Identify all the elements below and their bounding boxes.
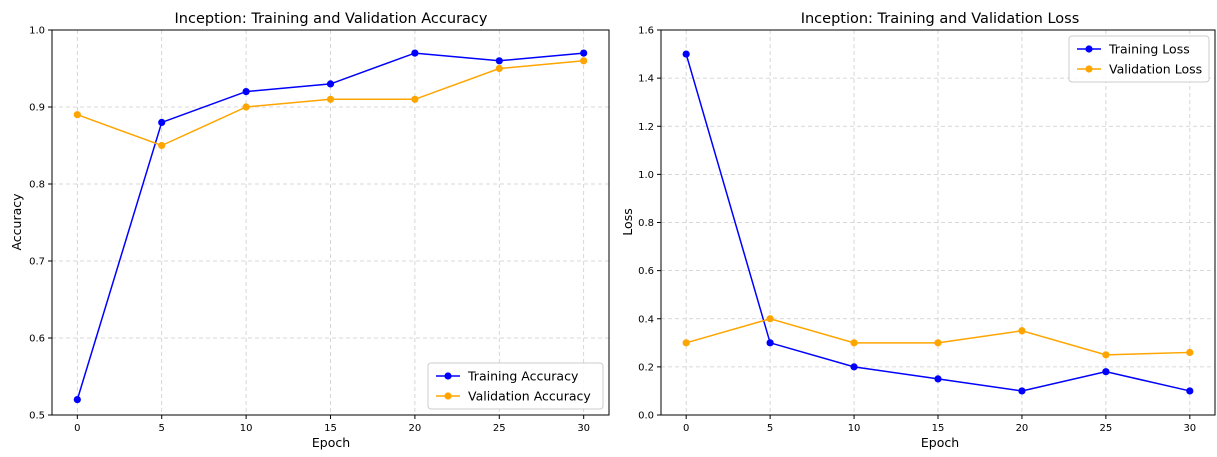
data-point	[73, 396, 81, 404]
y-tick-label: 0.6	[29, 334, 45, 345]
x-tick-label: 15	[932, 423, 945, 434]
data-point	[1102, 368, 1110, 376]
legend-box	[427, 362, 604, 410]
data-point	[326, 80, 335, 88]
data-point	[158, 141, 166, 150]
x-tick-label: 15	[324, 423, 337, 434]
data-point	[326, 95, 335, 103]
y-tick-label: 0.7	[29, 257, 45, 268]
data-point	[1186, 387, 1194, 395]
y-tick-label: 1.0	[638, 170, 654, 181]
y-tick-label: 1.0	[29, 26, 45, 37]
data-point	[580, 49, 588, 57]
y-tick-label: 0.8	[29, 180, 45, 191]
data-point	[580, 57, 588, 65]
series-training-loss	[682, 50, 1194, 395]
data-point	[682, 50, 690, 58]
x-tick-label: 20	[409, 423, 422, 434]
data-point	[850, 363, 858, 371]
series-validation-loss	[682, 315, 1194, 359]
x-tick-label: 10	[240, 423, 253, 434]
accuracy-chart: Inception: Training and Validation Accur…	[9, 11, 610, 450]
data-point	[682, 339, 690, 347]
data-point	[766, 315, 774, 323]
grid	[661, 29, 1215, 416]
data-point	[850, 339, 858, 347]
y-tick-label: 0.4	[638, 314, 654, 325]
y-tick-label: 1.4	[638, 74, 654, 85]
chart-title: Inception: Training and Validation Accur…	[175, 11, 488, 27]
legend: Training Accuracy Validation Accuracy	[427, 362, 604, 410]
data-point	[411, 95, 419, 103]
x-axis-label: Epoch	[921, 435, 959, 450]
series-validation-accuracy	[73, 57, 588, 150]
x-tick-label: 5	[767, 423, 773, 434]
legend-swatch-marker	[444, 392, 452, 400]
y-tick-label: 0.2	[638, 362, 654, 373]
grid	[52, 29, 609, 416]
data-point	[242, 103, 250, 111]
legend-swatch-marker	[444, 372, 452, 380]
data-point	[1018, 327, 1026, 335]
y-axis-label: Accuracy	[9, 193, 24, 251]
y-tick-label: 0.6	[638, 266, 654, 277]
x-axis-label: Epoch	[312, 435, 350, 450]
y-tick-label: 1.6	[638, 26, 654, 37]
x-tick-label: 25	[1100, 423, 1113, 434]
y-tick-label: 0.0	[638, 411, 654, 422]
loss-chart: Inception: Training and Validation Loss …	[620, 11, 1216, 450]
y-axis-label: Loss	[620, 208, 635, 235]
legend-label: Validation Accuracy	[468, 389, 591, 404]
series-training-accuracy	[73, 49, 588, 404]
legend: Training Loss Validation Loss	[1068, 35, 1210, 83]
x-tick-label: 25	[493, 423, 506, 434]
legend-swatch-marker	[1085, 65, 1093, 73]
y-tick-label: 0.8	[638, 218, 654, 229]
data-point	[158, 118, 166, 126]
data-point	[1186, 348, 1194, 357]
legend-label: Validation Loss	[1109, 62, 1202, 77]
x-tick-label: 30	[577, 423, 590, 434]
legend-label: Training Loss	[1108, 42, 1190, 57]
data-point	[934, 375, 942, 383]
legend-swatch-marker	[1085, 45, 1093, 53]
y-tick-label: 1.2	[638, 122, 654, 133]
data-point	[242, 88, 250, 96]
x-tick-label: 10	[848, 423, 861, 434]
x-tick-label: 0	[683, 423, 689, 434]
legend-box	[1068, 35, 1210, 83]
data-point	[73, 111, 81, 119]
y-tick-label: 0.5	[29, 411, 45, 422]
data-point	[766, 339, 774, 347]
chart-title: Inception: Training and Validation Loss	[801, 11, 1080, 27]
y-tick-label: 0.9	[29, 103, 45, 114]
data-point	[495, 57, 503, 65]
x-tick-label: 0	[74, 423, 80, 434]
x-tick-label: 20	[1016, 423, 1029, 434]
x-tick-label: 5	[159, 423, 165, 434]
data-point	[934, 339, 942, 347]
legend-label: Training Accuracy	[467, 369, 579, 384]
x-tick-label: 30	[1183, 423, 1196, 434]
data-point	[411, 49, 419, 57]
data-point	[495, 64, 503, 73]
data-point	[1018, 387, 1026, 395]
data-point	[1102, 351, 1110, 359]
